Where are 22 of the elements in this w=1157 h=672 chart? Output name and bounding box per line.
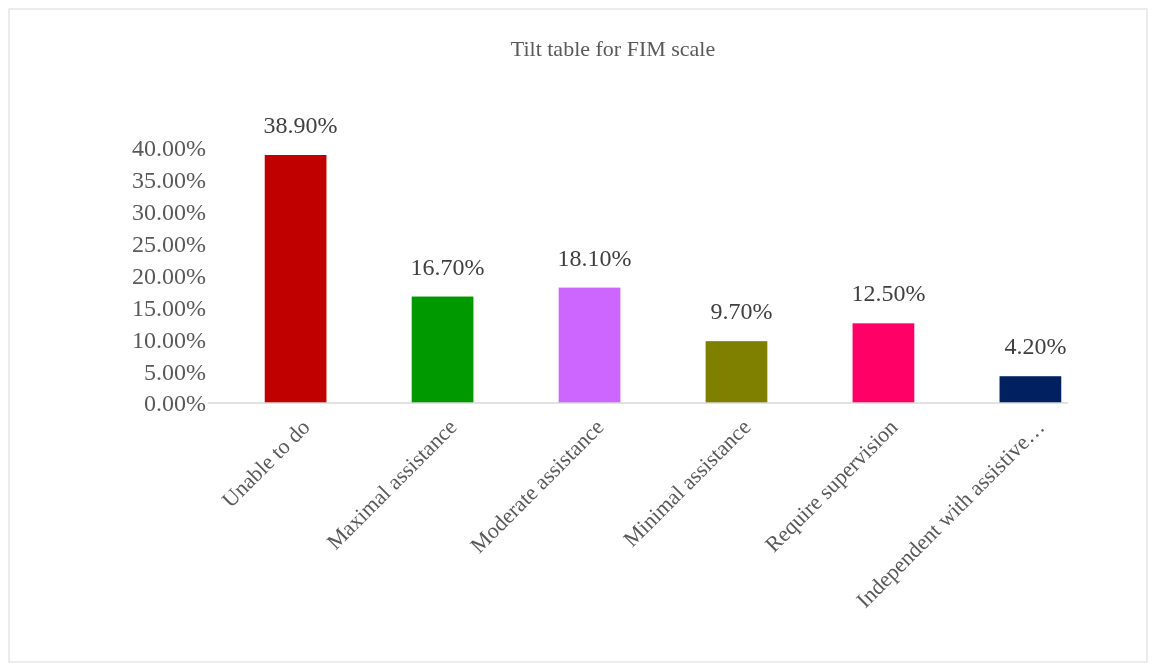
data-label: 16.70%	[410, 253, 485, 280]
data-label: 12.50%	[851, 280, 926, 307]
data-label: 9.70%	[710, 298, 773, 325]
bar	[411, 296, 474, 403]
y-tick-label: 30.00%	[132, 199, 206, 226]
bar	[558, 287, 621, 403]
y-tick-label: 20.00%	[132, 262, 206, 289]
bar	[999, 376, 1062, 403]
data-label: 18.10%	[557, 244, 632, 271]
y-tick-label: 25.00%	[132, 231, 206, 258]
chart-title: Tilt table for FIM scale	[510, 36, 716, 61]
y-tick-label: 35.00%	[132, 167, 206, 194]
data-label: 38.90%	[263, 112, 338, 139]
y-tick-label: 15.00%	[132, 294, 206, 321]
y-tick-label: 10.00%	[132, 326, 206, 353]
bar	[264, 155, 327, 403]
bar	[705, 341, 768, 403]
bar	[852, 323, 915, 403]
y-tick-label: 40.00%	[132, 135, 206, 162]
y-tick-label: 5.00%	[144, 358, 206, 385]
y-tick-label: 0.00%	[144, 390, 206, 417]
data-label: 4.20%	[1004, 333, 1067, 360]
